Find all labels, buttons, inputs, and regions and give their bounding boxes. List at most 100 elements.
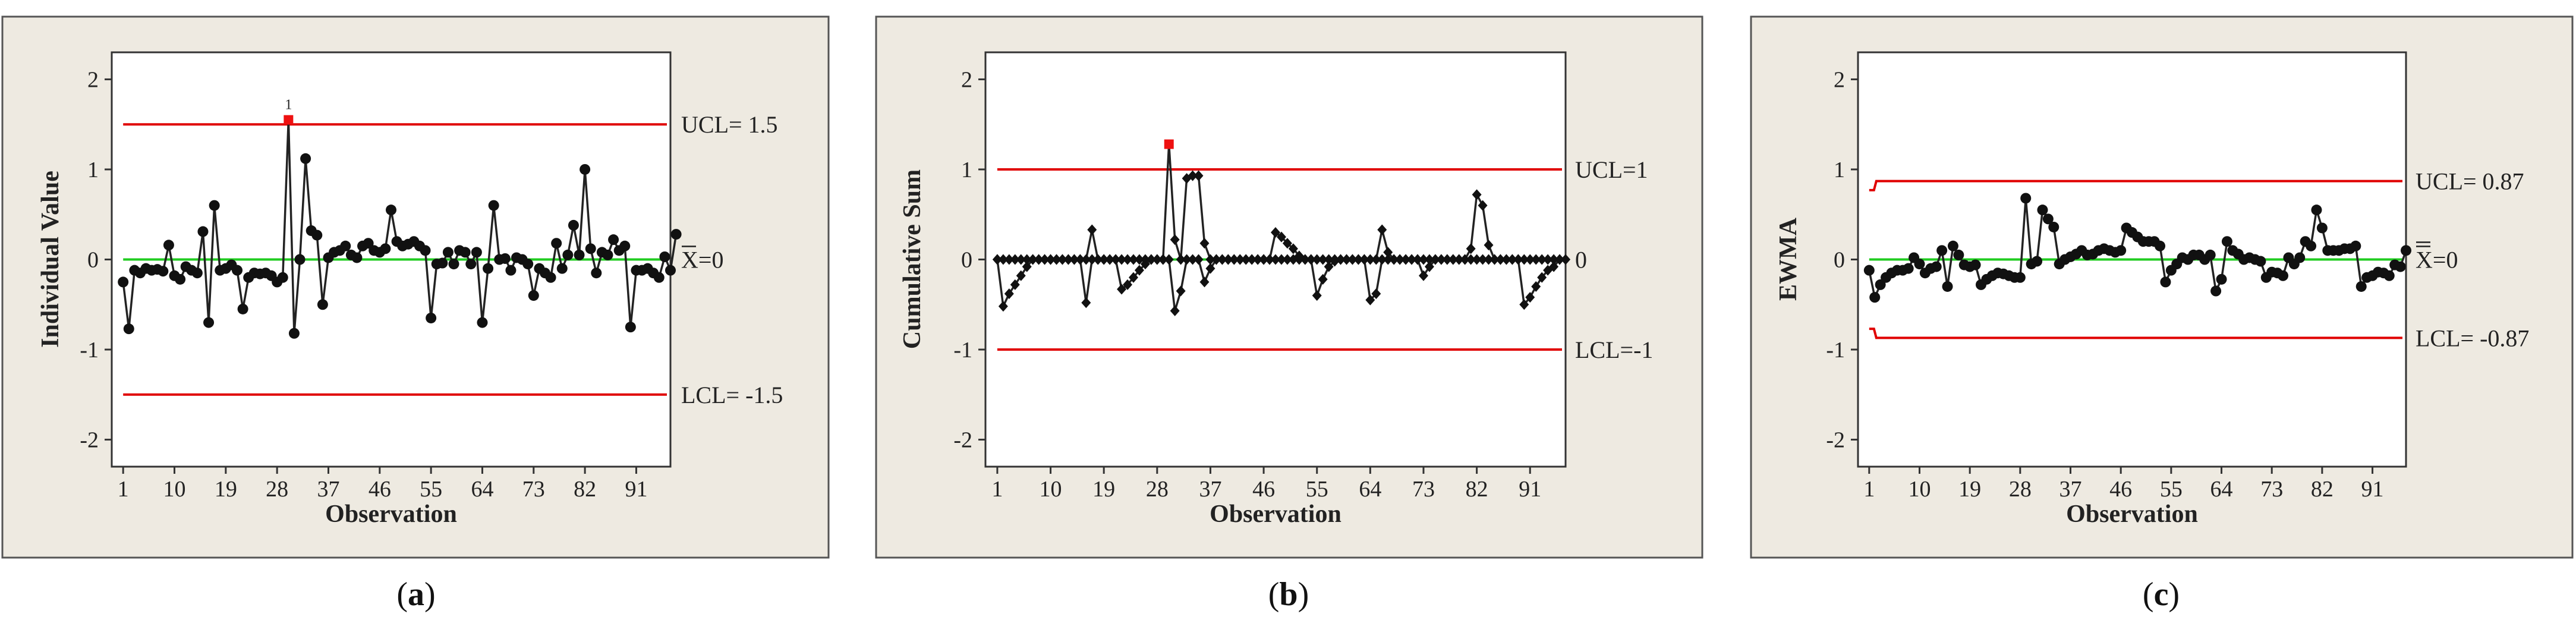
data-point xyxy=(2020,193,2032,204)
upper-point xyxy=(1371,254,1381,265)
data-point xyxy=(2037,204,2048,216)
x-tick-label: 82 xyxy=(574,477,596,502)
upper-point xyxy=(998,254,1008,265)
ooc-annotation: 1 xyxy=(285,97,292,113)
data-point xyxy=(2115,245,2127,256)
lower-point xyxy=(1051,254,1062,265)
lower-point xyxy=(1489,254,1500,265)
lower-point xyxy=(1347,254,1358,265)
upper-point xyxy=(1543,254,1553,265)
x-tick-label: 73 xyxy=(2260,477,2283,502)
upper-point xyxy=(1282,238,1292,249)
center-label: X=0 xyxy=(681,247,723,273)
lower-point xyxy=(1507,254,1517,265)
data-point xyxy=(197,226,209,237)
lower-point xyxy=(1353,254,1363,265)
lcl-label: LCL= -0.87 xyxy=(2416,325,2529,351)
data-point xyxy=(528,290,539,301)
data-point xyxy=(499,253,511,264)
data-point xyxy=(1875,279,1886,290)
x-tick-label: 28 xyxy=(2009,477,2032,502)
data-point xyxy=(459,247,471,258)
x-tick-label: 73 xyxy=(522,477,545,502)
lower-point xyxy=(1413,254,1423,265)
data-point xyxy=(574,249,585,260)
y-tick-label: -2 xyxy=(1826,428,1845,453)
data-point xyxy=(602,249,613,260)
data-point xyxy=(191,268,203,279)
out-of-control-point xyxy=(284,115,294,125)
data-point xyxy=(1936,245,1948,256)
lower-point xyxy=(1430,254,1440,265)
upper-point xyxy=(1484,240,1494,251)
lower-point xyxy=(1519,299,1529,310)
lower-point xyxy=(1247,254,1257,265)
upper-point xyxy=(1418,254,1428,265)
lower-point xyxy=(1282,254,1292,265)
ucl-label: UCL=1 xyxy=(1575,156,1648,183)
data-point xyxy=(2210,285,2222,297)
x-tick-label: 37 xyxy=(317,477,339,502)
lcl-label: LCL=-1 xyxy=(1575,336,1653,363)
lower-point xyxy=(1424,261,1434,272)
data-point xyxy=(2401,245,2411,256)
upper-point xyxy=(1199,238,1210,249)
upper-point xyxy=(1276,231,1286,243)
lower-point xyxy=(1057,254,1067,265)
data-point xyxy=(203,317,215,328)
y-tick-label: 0 xyxy=(1834,248,1845,273)
data-point xyxy=(477,317,488,328)
lower-point xyxy=(1531,281,1541,292)
lower-point xyxy=(1472,254,1482,265)
data-point xyxy=(175,273,186,285)
lower-point xyxy=(1401,254,1411,265)
ucl-label: UCL= 0.87 xyxy=(2416,168,2524,195)
lower-point xyxy=(1223,254,1233,265)
x-tick-label: 91 xyxy=(625,477,647,502)
lower-point xyxy=(1555,254,1565,265)
lower-point xyxy=(1211,254,1221,265)
upper-point xyxy=(1271,227,1280,238)
upper-point xyxy=(1531,254,1541,265)
ucl-label: UCL= 1.5 xyxy=(681,111,778,138)
data-point xyxy=(232,265,243,276)
upper-point xyxy=(1016,254,1026,265)
lower-point xyxy=(1028,254,1038,265)
lower-point xyxy=(1454,254,1464,265)
x-tick-label: 19 xyxy=(1092,477,1115,502)
lower-point xyxy=(1235,254,1245,265)
lower-point xyxy=(1324,261,1334,272)
upper-point xyxy=(1288,243,1298,254)
lower-point xyxy=(1513,254,1523,265)
data-point xyxy=(386,204,396,216)
lower-point xyxy=(1176,285,1186,297)
data-point xyxy=(2316,222,2328,234)
data-point xyxy=(2294,252,2306,263)
upper-point xyxy=(1365,254,1375,265)
upper-point xyxy=(1383,247,1393,258)
lower-point xyxy=(1294,254,1304,265)
lower-point xyxy=(1188,254,1198,265)
data-point xyxy=(665,265,676,276)
x-tick-label: 37 xyxy=(2059,477,2082,502)
x-tick-label: 55 xyxy=(1306,477,1328,502)
data-point xyxy=(2155,240,2166,251)
lower-point xyxy=(1365,294,1375,306)
data-point xyxy=(580,163,591,175)
x-tick-label: 10 xyxy=(1040,477,1062,502)
lower-point xyxy=(1182,254,1192,265)
lower-point xyxy=(1105,254,1115,265)
lower-point xyxy=(1205,263,1215,274)
x-tick-label: 28 xyxy=(266,477,288,502)
data-point xyxy=(562,249,574,260)
lower-point xyxy=(1040,254,1050,265)
data-point xyxy=(380,243,391,254)
data-point xyxy=(2278,270,2289,281)
lower-point xyxy=(1288,254,1298,265)
upper-point xyxy=(1466,243,1476,254)
lower-point xyxy=(1063,254,1073,265)
center-label: X=0 xyxy=(2416,247,2458,273)
x-tick-label: 19 xyxy=(1958,477,1981,502)
y-tick-label: -1 xyxy=(953,338,972,363)
